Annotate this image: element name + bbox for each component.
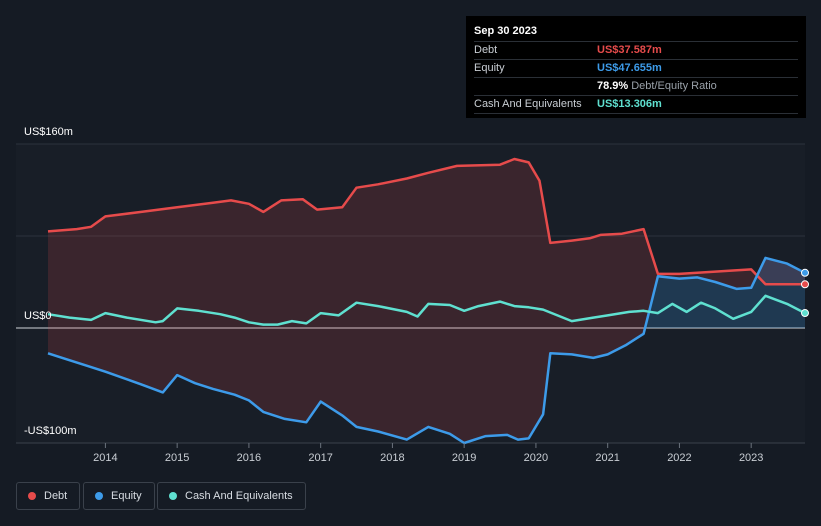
x-tick-label: 2016 — [237, 452, 261, 464]
tooltip-label: Cash And Equivalents — [474, 98, 582, 110]
y-tick-label-bottom: -US$100m — [24, 425, 77, 437]
legend-dot-icon — [169, 492, 177, 500]
cash-line — [47, 294, 806, 326]
tooltip-value-equity: US$47.655m — [597, 62, 662, 74]
debt-line — [47, 157, 805, 286]
tooltip-date: Sep 30 2023 — [474, 25, 537, 37]
plot-background — [16, 144, 805, 443]
equity-line — [47, 256, 806, 445]
tooltip-label — [474, 78, 597, 95]
legend-dot-icon — [28, 492, 36, 500]
cash-end-dot — [801, 309, 809, 318]
x-axis-ticks: 2014 2015 2016 2017 2018 2019 2020 2021 2022 2023 — [93, 443, 763, 464]
x-tick-label: 2020 — [524, 452, 548, 464]
y-tick-label-top: US$160m — [24, 126, 73, 138]
data-tooltip: Sep 30 2023 Debt US$37.587m Equity US$47… — [466, 16, 806, 118]
series-lines — [47, 157, 806, 445]
x-tick-label: 2022 — [667, 452, 691, 464]
series-end-markers — [801, 268, 809, 318]
tooltip-ratio-caption: Debt/Equity Ratio — [631, 80, 717, 92]
debt-equity-area — [48, 159, 805, 443]
x-tick-label: 2015 — [165, 452, 189, 464]
legend-item-cash[interactable]: Cash And Equivalents — [157, 482, 306, 510]
tooltip-value-ratio: 78.9% — [597, 80, 629, 92]
tooltip-value-cash: US$13.306m — [597, 98, 662, 110]
equity-end-dot — [801, 268, 809, 277]
tooltip-value-debt: US$37.587m — [597, 44, 662, 56]
tooltip-row-ratio: 78.9% Debt/Equity Ratio — [474, 77, 798, 95]
tooltip-label: Equity — [474, 62, 505, 74]
x-tick-label: 2017 — [308, 452, 332, 464]
legend-label: Equity — [111, 490, 142, 502]
tooltip-label: Debt — [474, 44, 498, 56]
debt-end-dot — [801, 280, 809, 289]
x-tick-label: 2014 — [93, 452, 117, 464]
tooltip-row-equity: Equity US$47.655m — [474, 59, 798, 77]
x-tick-label: 2019 — [452, 452, 476, 464]
legend-label: Debt — [44, 490, 68, 502]
legend-dot-icon — [95, 492, 103, 500]
grid-lines — [16, 143, 805, 444]
legend-item-debt[interactable]: Debt — [16, 482, 81, 510]
legend-item-equity[interactable]: Equity — [83, 482, 155, 510]
x-tick-label: 2018 — [380, 452, 404, 464]
tooltip-row-cash: Cash And Equivalents US$13.306m — [474, 95, 798, 114]
x-tick-label: 2021 — [595, 452, 619, 464]
x-tick-label: 2023 — [739, 452, 763, 464]
tooltip-row-debt: Debt US$37.587m — [474, 41, 798, 59]
y-tick-label-zero: US$0 — [24, 310, 52, 322]
legend-label: Cash And Equivalents — [185, 490, 293, 502]
